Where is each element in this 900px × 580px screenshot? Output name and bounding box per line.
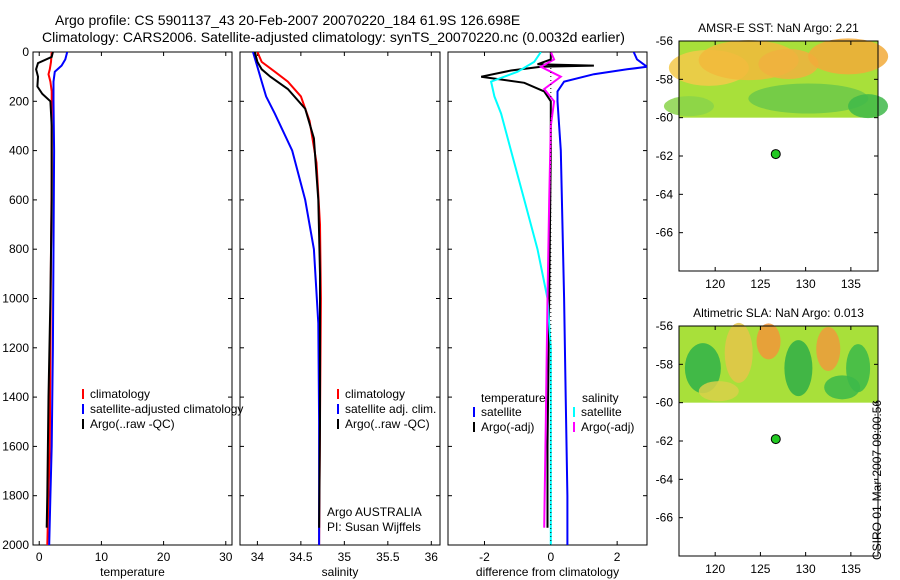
x-tick-label: 2 [614, 550, 621, 564]
x-tick-label: 34.5 [289, 550, 313, 564]
x-axis-label: salinity [322, 565, 359, 579]
heat-blob [698, 381, 739, 402]
series-line [252, 52, 321, 545]
map-title: AMSR-E SST: NaN Argo: 2.21 [698, 21, 859, 35]
depth-tick-label: 1400 [2, 390, 29, 404]
legend-label: satellite [581, 405, 622, 419]
map-y-tick-label: -62 [656, 149, 674, 163]
temperature-panel-frame [32, 51, 233, 546]
map-title: Altimetric SLA: NaN Argo: 0.013 [693, 306, 864, 320]
series-line [538, 52, 563, 528]
legend-label: Argo(-adj) [581, 420, 634, 434]
map-y-tick-label: -58 [656, 357, 674, 371]
depth-tick-label: 800 [9, 242, 29, 256]
heat-blob [756, 323, 781, 360]
map-y-tick-label: -62 [656, 434, 674, 448]
map-y-tick-label: -58 [656, 72, 674, 86]
x-tick-label: 0 [36, 550, 43, 564]
map-x-tick-label: 130 [796, 277, 816, 291]
legend-label: satellite [481, 405, 522, 419]
heat-blob [816, 327, 841, 371]
heat-blob [824, 375, 861, 400]
heat-blob [663, 96, 714, 117]
map-y-tick-label: -60 [656, 396, 674, 410]
legend-label: climatology [90, 387, 150, 401]
x-axis-label: temperature [100, 565, 165, 579]
depth-tick-label: 1800 [2, 489, 29, 503]
map-y-tick-label: -66 [656, 226, 674, 240]
x-axis-label: difference from climatology [476, 565, 619, 579]
argo-position-marker [770, 149, 781, 160]
legend-group-title: salinity [582, 391, 619, 405]
map-y-tick-label: -66 [656, 511, 674, 525]
depth-tick-label: 1000 [2, 292, 29, 306]
map-x-tick-label: 120 [705, 562, 725, 576]
x-tick-label: 20 [157, 550, 171, 564]
heat-blob [684, 343, 721, 394]
map-y-tick-label: -56 [656, 34, 674, 48]
figure-title-line1: Argo profile: CS 5901137_43 20-Feb-2007 … [55, 12, 521, 28]
map-heat-field [663, 38, 889, 119]
x-tick-label: 35.5 [376, 550, 400, 564]
map-x-tick-label: 125 [750, 277, 770, 291]
x-tick-label: 30 [219, 550, 233, 564]
depth-tick-label: 200 [9, 94, 29, 108]
depth-tick-label: 1600 [2, 439, 29, 453]
series-line [556, 52, 647, 545]
depth-tick-label: 1200 [2, 341, 29, 355]
map-x-tick-label: 135 [841, 277, 861, 291]
map-x-tick-label: 135 [841, 562, 861, 576]
map-heat-field [679, 322, 878, 403]
heat-blob [748, 83, 869, 114]
map-y-tick-label: -64 [656, 187, 674, 201]
heat-blob [758, 49, 819, 79]
salinity-panel-frame [239, 51, 441, 546]
argo-position-marker [770, 434, 781, 445]
legend-label: Argo(..raw -QC) [90, 417, 175, 431]
x-tick-label: 0 [547, 550, 554, 564]
legend-label: satellite adj. clim. [345, 402, 436, 416]
map-x-tick-label: 120 [705, 277, 725, 291]
legend-label: Argo(-adj) [481, 420, 534, 434]
x-tick-label: 35 [338, 550, 352, 564]
depth-tick-label: 400 [9, 144, 29, 158]
x-tick-label: 10 [95, 550, 109, 564]
x-tick-label: 36 [425, 550, 439, 564]
map-y-tick-label: -56 [656, 319, 674, 333]
x-tick-label: -2 [479, 550, 490, 564]
figure-title-line2: Climatology: CARS2006. Satellite-adjuste… [42, 29, 625, 45]
float-annotation: PI: Susan Wijffels [327, 520, 421, 534]
map-x-tick-label: 125 [750, 562, 770, 576]
legend-label: satellite-adjusted climatology [90, 402, 243, 416]
heat-blob [848, 94, 889, 119]
legend-label: Argo(..raw -QC) [345, 417, 430, 431]
heat-blob [808, 38, 889, 75]
legend-group-title: temperature [481, 391, 546, 405]
depth-tick-label: 2000 [2, 538, 29, 552]
depth-tick-label: 0 [22, 45, 29, 59]
series-line [253, 52, 321, 528]
depth-tick-label: 600 [9, 193, 29, 207]
map-x-tick-label: 130 [796, 562, 816, 576]
timestamp-stamp: CSIRO 01-Mar-2007 09:00:56 [870, 399, 884, 560]
series-line [35, 52, 54, 528]
map-y-tick-label: -60 [656, 111, 674, 125]
x-tick-label: 34 [251, 550, 265, 564]
heat-blob [784, 340, 813, 397]
float-annotation: Argo AUSTRALIA [327, 505, 422, 519]
heat-blob [724, 322, 753, 383]
series-line [48, 52, 69, 545]
legend-label: climatology [345, 387, 405, 401]
map-y-tick-label: -64 [656, 472, 674, 486]
